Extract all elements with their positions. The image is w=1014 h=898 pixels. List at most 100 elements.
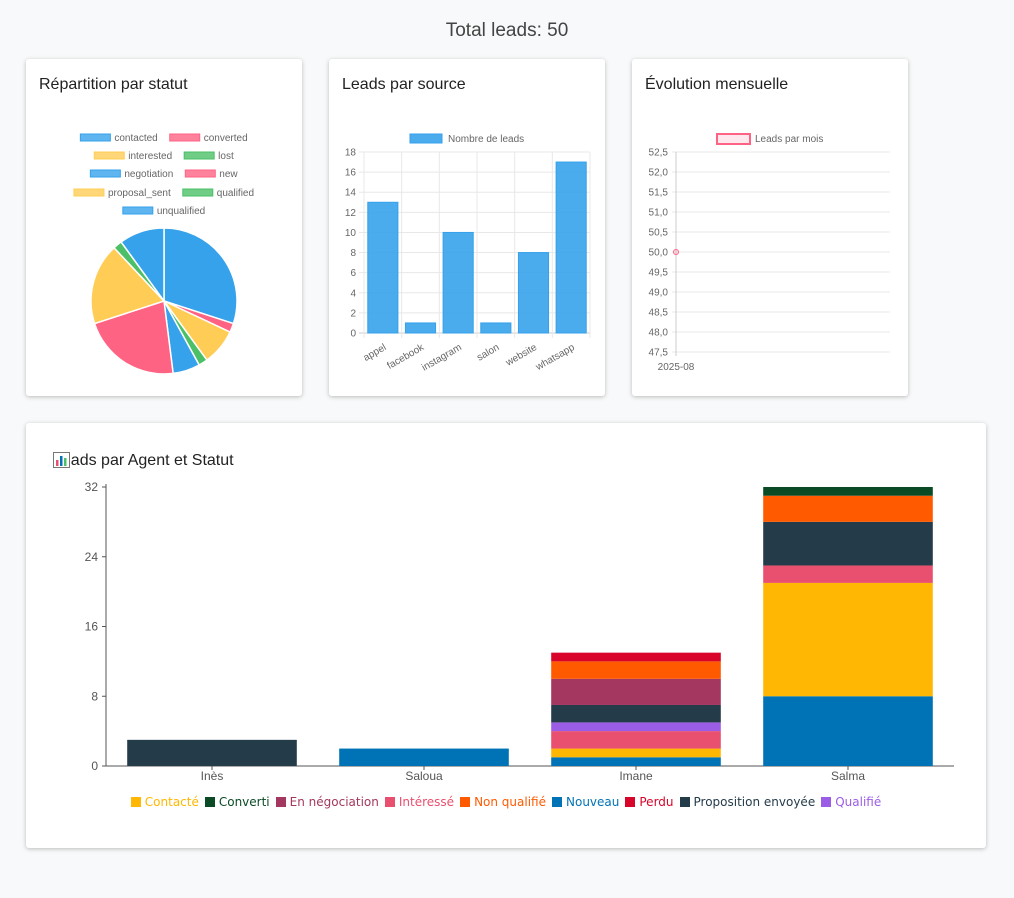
- source-legend-label: Nombre de leads: [448, 134, 524, 145]
- agent-chart-title: Leads par Agent et Statut: [53, 452, 234, 469]
- bar-chart-icon: [53, 452, 70, 468]
- monthly-ytick-51,0: 51,0: [649, 208, 669, 219]
- legend-label-negotiation: negotiation: [124, 169, 173, 180]
- agent-legend-swatch: [275, 797, 286, 807]
- monthly-ytick-51,5: 51,5: [649, 188, 669, 199]
- legend-swatch-interested: [93, 151, 125, 160]
- agent-legend-label: Qualifié: [835, 795, 882, 809]
- monthly-line-chart: Leads par mois 47,5 48,0 48,5 49,0 49,5 50,0 50…: [649, 133, 890, 373]
- agent-bar-Imane-Intéressé: [551, 731, 721, 749]
- monthly-ytick-48,5: 48,5: [649, 308, 669, 319]
- monthly-ytick-52,5: 52,5: [649, 148, 669, 159]
- legend-swatch-contacted: [79, 133, 111, 142]
- agent-legend-label: Intéressé: [398, 795, 455, 809]
- source-xtick-salon: salon: [475, 342, 501, 363]
- agent-bar-Imane-En négociation: [551, 678, 721, 705]
- agent-bar-Imane-Proposition envoyée: [551, 704, 721, 723]
- source-chart-card: Leads par source Nombre de leads 0 2 4 6 8 10 1…: [329, 59, 605, 396]
- source-ytick-12: 12: [345, 208, 357, 219]
- agent-legend-swatch: [552, 797, 562, 807]
- source-bar-appel: [367, 201, 399, 334]
- legend-swatch-negotiation: [89, 169, 121, 178]
- source-ytick-10: 10: [345, 228, 357, 239]
- source-xtick-instagram: instagram: [420, 342, 464, 373]
- source-bar-instagram: [442, 231, 474, 334]
- agent-chart-legend: Contacté Converti En négociation Intéressé N…: [26, 795, 986, 809]
- monthly-ytick-52,0: 52,0: [649, 168, 669, 179]
- source-ytick-2: 2: [350, 308, 356, 319]
- monthly-point-2025-08: [673, 249, 679, 255]
- pie-slice-proposal_sent: [90, 246, 166, 325]
- legend-label-proposal_sent: proposal_sent: [108, 188, 171, 199]
- agent-bar-Salma-Converti: [763, 487, 933, 496]
- agent-bar-Saloua-Nouveau: [339, 748, 509, 766]
- agent-legend-swatch: [130, 797, 141, 807]
- pie-slice-unqualified: [120, 227, 165, 304]
- legend-swatch-lost: [183, 151, 215, 160]
- monthly-chart-title: Évolution mensuelle: [645, 76, 789, 93]
- legend-swatch-new: [184, 169, 216, 178]
- legend-label-lost: lost: [218, 151, 234, 162]
- agent-chart-card: Leads par Agent et Statut 0 8 16 24 32 Inès Sa…: [26, 423, 986, 848]
- source-xtick-facebook: facebook: [385, 342, 427, 372]
- agent-legend-label: Proposition envoyée: [693, 795, 816, 809]
- agent-legend-label: Converti: [218, 795, 270, 809]
- agent-ytick-8: 8: [91, 689, 98, 703]
- total-leads-label: Total leads: 50: [445, 20, 569, 41]
- status-pie-chart: contacted converted interested lost negotiat…: [73, 133, 254, 375]
- agent-bar-Salma-Nouveau: [763, 696, 933, 766]
- agent-legend-label: Non qualifié: [474, 795, 546, 809]
- agent-ytick-24: 24: [85, 550, 99, 564]
- monthly-ytick-50,5: 50,5: [649, 228, 669, 239]
- agent-legend-label: Contacté: [144, 795, 199, 809]
- monthly-ytick-49,5: 49,5: [649, 268, 669, 279]
- source-ytick-4: 4: [350, 288, 356, 299]
- agent-legend-item: Intéressé: [384, 795, 455, 809]
- monthly-ytick-49,0: 49,0: [649, 288, 669, 299]
- agent-stacked-bar-chart: 0 8 16 24 32 Inès Saloua Imane Salma: [85, 480, 954, 783]
- source-legend-swatch: [409, 133, 443, 144]
- agent-legend-swatch: [625, 797, 636, 807]
- source-bar-chart: Nombre de leads 0 2 4 6 8 10 12 14 16 18 appelfaceb…: [345, 133, 591, 374]
- agent-bar-Salma-Intéressé: [763, 565, 933, 583]
- agent-legend-label: Nouveau: [566, 795, 620, 809]
- agent-bar-Imane-Qualifié: [551, 722, 721, 732]
- monthly-legend-swatch: [716, 133, 751, 145]
- agent-legend-item: Proposition envoyée: [679, 795, 816, 809]
- agent-legend-label: Perdu: [639, 795, 674, 809]
- agent-legend-label: En négociation: [289, 795, 379, 809]
- agent-bar-Imane-Nouveau: [551, 757, 721, 766]
- source-ytick-8: 8: [350, 248, 356, 259]
- agent-legend-item: Qualifié: [821, 795, 881, 809]
- agent-bar-Imane-Perdu: [551, 652, 721, 662]
- source-ytick-0: 0: [350, 329, 356, 340]
- source-bar-whatsapp: [555, 161, 587, 334]
- agent-legend-swatch: [384, 797, 395, 807]
- source-bar-facebook: [404, 322, 437, 334]
- legend-swatch-qualified: [182, 188, 214, 197]
- legend-swatch-proposal_sent: [73, 188, 105, 197]
- agent-ytick-0: 0: [91, 759, 98, 773]
- agent-legend-item: Perdu: [625, 795, 674, 809]
- agent-legend-item: Non qualifié: [460, 795, 546, 809]
- source-ytick-14: 14: [345, 188, 357, 199]
- source-chart-title: Leads par source: [342, 76, 466, 93]
- agent-bar-Imane-Non qualifié: [551, 661, 721, 679]
- legend-label-qualified: qualified: [217, 188, 254, 199]
- source-ytick-18: 18: [345, 148, 357, 159]
- agent-xtick-Saloua: Saloua: [405, 769, 443, 783]
- status-chart-title: Répartition par statut: [39, 76, 188, 93]
- monthly-xtick-2025-08: 2025-08: [658, 362, 695, 373]
- agent-bar-Salma-Contacté: [763, 582, 933, 697]
- source-ytick-6: 6: [350, 268, 356, 279]
- agent-legend-swatch: [460, 797, 471, 807]
- legend-swatch-unqualified: [122, 206, 154, 215]
- agent-legend-item: Nouveau: [552, 795, 619, 809]
- legend-label-interested: interested: [128, 151, 172, 162]
- monthly-legend-label: Leads par mois: [755, 134, 823, 145]
- status-chart-card: Répartition par statut contacted converte…: [26, 59, 302, 396]
- monthly-ytick-50,0: 50,0: [649, 248, 669, 259]
- agent-bar-Imane-Contacté: [551, 748, 721, 758]
- source-xtick-whatsapp: whatsapp: [533, 342, 577, 374]
- agent-xtick-Salma: Salma: [831, 769, 865, 783]
